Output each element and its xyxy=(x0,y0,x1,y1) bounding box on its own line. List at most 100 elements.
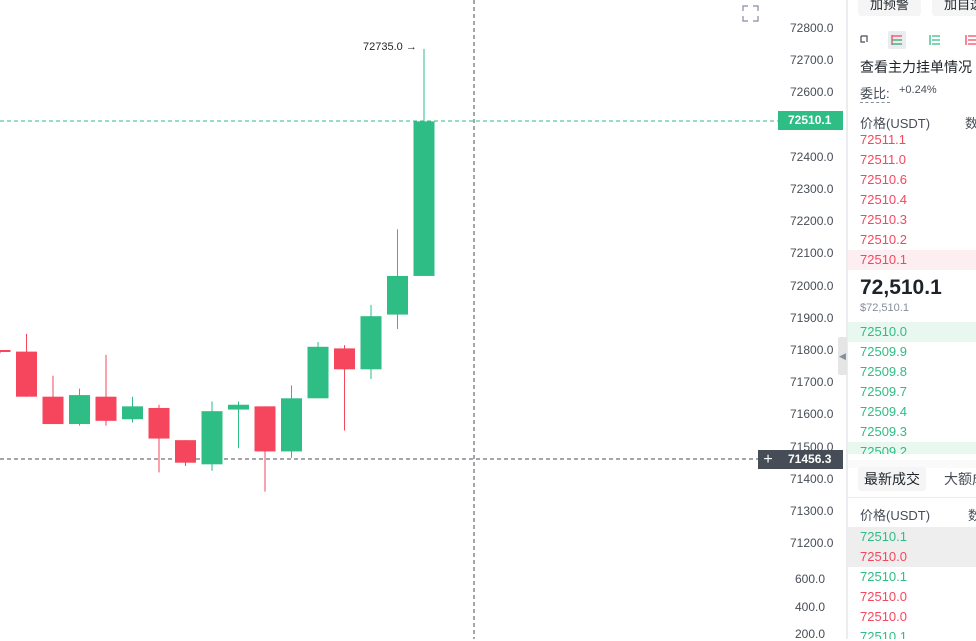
candle-body[interactable] xyxy=(254,406,276,452)
candle-body[interactable] xyxy=(307,346,329,399)
add-order-plus-button[interactable]: + xyxy=(758,450,778,469)
ask-price: 72511.1 xyxy=(860,132,907,147)
trade-price: 72510.0 xyxy=(860,549,907,564)
ask-price: 72510.1 xyxy=(860,252,907,267)
mid-price-usd: $72,510.1 xyxy=(860,302,909,314)
tab-large-trades[interactable]: 大额成 xyxy=(944,471,976,487)
candle-body[interactable] xyxy=(334,348,355,370)
trades-price-header: 价格(USDT) xyxy=(860,508,931,523)
bid-price: 72509.9 xyxy=(860,344,907,359)
bid-row[interactable]: 72509.8 xyxy=(848,362,976,382)
bid-price: 72509.4 xyxy=(860,404,907,419)
candle-body[interactable] xyxy=(413,121,435,276)
candle-body[interactable] xyxy=(95,396,117,421)
bid-row[interactable]: 72509.9 xyxy=(848,342,976,362)
trade-row: 72510.0 xyxy=(848,547,976,567)
ask-price: 72510.2 xyxy=(860,232,907,247)
trade-row: 72510.1 xyxy=(848,567,976,587)
volume-axis-label: 400.0 xyxy=(795,600,826,614)
candle-body[interactable] xyxy=(201,411,223,465)
fullscreen-icon[interactable] xyxy=(742,5,759,22)
bid-row[interactable]: 72509.7 xyxy=(848,382,976,402)
trade-price: 72510.1 xyxy=(860,529,907,544)
bid-row[interactable]: 72510.0 xyxy=(848,322,976,342)
ask-row[interactable]: 72510.1 xyxy=(848,250,976,270)
orderbook-both-view-icon[interactable] xyxy=(888,31,906,49)
ask-row[interactable]: 72510.3 xyxy=(848,210,976,230)
bid-price: 72509.2 xyxy=(860,444,907,454)
tab-divider xyxy=(848,497,976,498)
view-main-orders-link[interactable]: 查看主力挂单情况 xyxy=(860,59,972,75)
orderbook-price-header: 价格(USDT) xyxy=(860,116,931,131)
price-axis-label: 71400.0 xyxy=(790,471,834,486)
bid-row[interactable]: 72509.2 xyxy=(848,442,976,454)
bid-row[interactable]: 72509.4 xyxy=(848,402,976,422)
panel-divider[interactable] xyxy=(846,0,848,639)
price-axis-label: 71200.0 xyxy=(790,536,834,551)
add-alert-button[interactable]: 加预警 xyxy=(858,0,922,16)
candle-body[interactable] xyxy=(360,316,382,370)
trade-row: 72510.0 xyxy=(848,607,976,627)
candle-body[interactable] xyxy=(387,275,408,315)
price-axis-label: 72400.0 xyxy=(790,149,834,164)
crosshair-price-tag: 71456.3 xyxy=(778,450,843,469)
orderbook-default-view-icon[interactable] xyxy=(857,31,875,49)
volume-axis-label: 200.0 xyxy=(795,627,826,641)
bid-row[interactable]: 72509.3 xyxy=(848,422,976,442)
trades-qty-header: 数 xyxy=(968,508,976,523)
last-price-tag: 72510.1 xyxy=(778,111,843,130)
add-watchlist-button[interactable]: 加自选 xyxy=(932,0,976,16)
ask-price: 72510.4 xyxy=(860,192,907,207)
trade-price: 72510.0 xyxy=(860,609,907,624)
price-axis-label: 72600.0 xyxy=(790,85,834,100)
ask-row[interactable]: 72510.6 xyxy=(848,170,976,190)
ask-price: 72511.0 xyxy=(860,152,907,167)
price-axis-label: 71900.0 xyxy=(790,310,834,325)
candle-body[interactable] xyxy=(69,395,90,425)
candle-body[interactable] xyxy=(148,407,170,439)
mid-price: 72,510.1 xyxy=(860,276,942,299)
price-axis-label: 71600.0 xyxy=(790,407,834,422)
volume-axis-label: 600.0 xyxy=(795,572,826,586)
candle-body[interactable] xyxy=(175,440,196,463)
bid-price: 72509.7 xyxy=(860,384,907,399)
ask-price: 72510.6 xyxy=(860,172,907,187)
trade-row: 72510.1 xyxy=(848,627,976,639)
bid-price: 72509.8 xyxy=(860,364,907,379)
candle-body[interactable] xyxy=(0,350,11,352)
tab-latest-trades[interactable]: 最新成交 xyxy=(858,467,926,491)
chart-canvas[interactable] xyxy=(0,0,846,639)
candle-body[interactable] xyxy=(228,404,249,410)
ask-row[interactable]: 72511.1 xyxy=(848,130,976,150)
trade-row: 72510.0 xyxy=(848,587,976,607)
trade-price: 72510.1 xyxy=(860,629,907,639)
price-axis-label: 71800.0 xyxy=(790,343,834,357)
candlestick-chart[interactable]: 72735.0 → 72800.072700.072600.072500.072… xyxy=(0,0,846,641)
collapse-handle-icon[interactable]: ◀ xyxy=(838,337,847,375)
candle-body[interactable] xyxy=(281,398,302,452)
candle-body[interactable] xyxy=(42,396,64,425)
bid-ask-ratio-label: 委比: xyxy=(860,83,890,103)
price-axis-label: 71300.0 xyxy=(790,504,834,518)
high-price-marker: 72735.0 → xyxy=(363,41,417,53)
section-divider xyxy=(848,460,976,468)
price-axis-label: 72700.0 xyxy=(790,53,834,68)
ask-row[interactable]: 72510.2 xyxy=(848,230,976,250)
price-axis-label: 72100.0 xyxy=(790,246,834,261)
price-axis-label: 72300.0 xyxy=(790,182,834,196)
candle-body[interactable] xyxy=(122,406,143,420)
ask-row[interactable]: 72510.4 xyxy=(848,190,976,210)
ask-row[interactable]: 72511.0 xyxy=(848,150,976,170)
orderbook-asks-view-icon[interactable] xyxy=(962,31,976,49)
orderbook-qty-header: 数 xyxy=(965,116,976,131)
trade-price: 72510.0 xyxy=(860,589,907,604)
price-axis-label: 71700.0 xyxy=(790,375,834,390)
order-book-panel: 加预警 加自选 查看主力挂单情况 委比: +0.24% 价格(USDT) 数 7… xyxy=(848,0,976,639)
trade-row: 72510.1 xyxy=(848,527,976,547)
price-axis-label: 72000.0 xyxy=(790,278,834,293)
candle-body[interactable] xyxy=(16,351,37,397)
trade-price: 72510.1 xyxy=(860,569,907,584)
ask-price: 72510.3 xyxy=(860,212,907,227)
orderbook-bids-view-icon[interactable] xyxy=(926,31,944,49)
bid-price: 72509.3 xyxy=(860,424,907,439)
